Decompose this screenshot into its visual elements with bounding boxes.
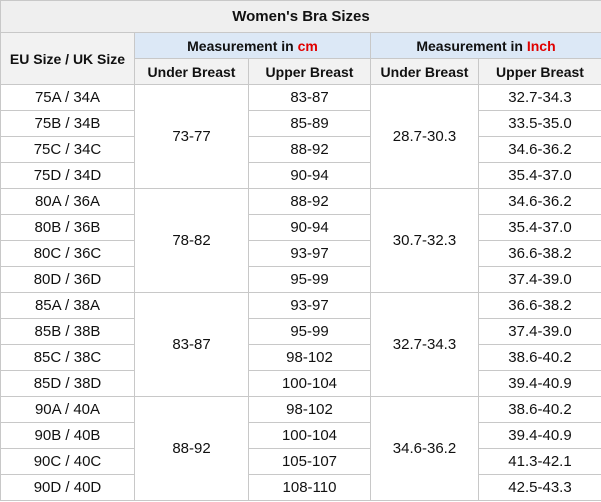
size-row: 80B / 36B 90-94 35.4-37.0 bbox=[0, 214, 601, 241]
upper-inch-cell: 34.6-36.2 bbox=[478, 188, 601, 215]
upper-cm-cell: 83-87 bbox=[248, 84, 371, 111]
size-cell: 75A / 34A bbox=[0, 84, 135, 111]
size-cell: 85A / 38A bbox=[0, 292, 135, 319]
size-row: 85D / 38D 100-104 39.4-40.9 bbox=[0, 370, 601, 397]
upper-cm-cell: 93-97 bbox=[248, 292, 371, 319]
size-row: 85C / 38C 98-102 38.6-40.2 bbox=[0, 344, 601, 371]
size-row: 90B / 40B 100-104 39.4-40.9 bbox=[0, 422, 601, 449]
size-row: 75A / 34A 73-77 83-87 28.7-30.3 32.7-34.3 bbox=[0, 84, 601, 189]
upper-inch-cell: 41.3-42.1 bbox=[478, 448, 601, 475]
upper-cm-cell: 85-89 bbox=[248, 110, 371, 137]
size-row: 75B / 34B 85-89 33.5-35.0 bbox=[0, 110, 601, 137]
upper-cm-cell: 88-92 bbox=[248, 136, 371, 163]
header-unit: Inch bbox=[526, 37, 556, 54]
size-row: 80C / 36C 93-97 36.6-38.2 bbox=[0, 240, 601, 267]
size-cell: 90D / 40D bbox=[0, 474, 135, 501]
upper-inch-cell: 37.4-39.0 bbox=[478, 266, 601, 293]
upper-inch-cell: 34.6-36.2 bbox=[478, 136, 601, 163]
size-cell: 75B / 34B bbox=[0, 110, 135, 137]
upper-inch-cell: 35.4-37.0 bbox=[478, 162, 601, 189]
size-cell: 75D / 34D bbox=[0, 162, 135, 189]
upper-cm-cell: 95-99 bbox=[248, 318, 371, 345]
size-cell: 75C / 34C bbox=[0, 136, 135, 163]
subheader-row: Under Breast Upper Breast Under Breast U… bbox=[1, 58, 601, 85]
under-cm-cell: 78-82 bbox=[134, 188, 249, 293]
under-inch-cell: 34.6-36.2 bbox=[370, 396, 479, 501]
header-unit: cm bbox=[297, 37, 318, 54]
upper-inch-cell: 36.6-38.2 bbox=[478, 240, 601, 267]
upper-inch-cell: 32.7-34.3 bbox=[478, 84, 601, 111]
size-row: 85A / 38A 83-87 93-97 32.7-34.3 36.6-38.2 bbox=[0, 292, 601, 397]
size-cell: 80D / 36D bbox=[0, 266, 135, 293]
upper-cm-cell: 88-92 bbox=[248, 188, 371, 215]
table-title: Women's Bra Sizes bbox=[0, 0, 601, 33]
under-inch-cell: 28.7-30.3 bbox=[370, 84, 479, 189]
upper-inch-cell: 42.5-43.3 bbox=[478, 474, 601, 501]
size-row: 85B / 38B 95-99 37.4-39.0 bbox=[0, 318, 601, 345]
upper-cm-cell: 98-102 bbox=[248, 344, 371, 371]
size-cell: 80A / 36A bbox=[0, 188, 135, 215]
upper-inch-cell: 37.4-39.0 bbox=[478, 318, 601, 345]
size-row: 80D / 36D 95-99 37.4-39.0 bbox=[0, 266, 601, 293]
upper-cm-cell: 98-102 bbox=[248, 396, 371, 423]
under-inch-cell: 30.7-32.3 bbox=[370, 188, 479, 293]
upper-inch-cell: 35.4-37.0 bbox=[478, 214, 601, 241]
upper-inch-cell: 39.4-40.9 bbox=[478, 370, 601, 397]
size-row: 90D / 40D 108-110 42.5-43.3 bbox=[0, 474, 601, 501]
size-cell: 90A / 40A bbox=[0, 396, 135, 423]
cm-header: Measurement in cm bbox=[134, 32, 371, 59]
size-cell: 80B / 36B bbox=[0, 214, 135, 241]
header-row: EU Size / UK Size Measurement in cm Meas… bbox=[0, 32, 601, 85]
table-body: 75A / 34A 73-77 83-87 28.7-30.3 32.7-34.3 75B… bbox=[0, 84, 601, 501]
upper-inch-cell: 39.4-40.9 bbox=[478, 422, 601, 449]
size-cell: 85B / 38B bbox=[0, 318, 135, 345]
upper-inch-cell: 36.6-38.2 bbox=[478, 292, 601, 319]
under-inch-cell: 32.7-34.3 bbox=[370, 292, 479, 397]
size-cell: 90C / 40C bbox=[0, 448, 135, 475]
upper-cm-cell: 100-104 bbox=[248, 422, 371, 449]
upper-cm-cell: 100-104 bbox=[248, 370, 371, 397]
upper-cm-cell: 90-94 bbox=[248, 162, 371, 189]
upper-cm-cell: 95-99 bbox=[248, 266, 371, 293]
size-cell: 85C / 38C bbox=[0, 344, 135, 371]
size-row: 75C / 34C 88-92 34.6-36.2 bbox=[0, 136, 601, 163]
size-row: 80A / 36A 78-82 88-92 30.7-32.3 34.6-36.2 bbox=[0, 188, 601, 293]
upper-cm-cell: 108-110 bbox=[248, 474, 371, 501]
subheader: Upper Breast bbox=[478, 58, 601, 85]
under-cm-cell: 73-77 bbox=[134, 84, 249, 189]
upper-inch-cell: 33.5-35.0 bbox=[478, 110, 601, 137]
size-row: 75D / 34D 90-94 35.4-37.0 bbox=[0, 162, 601, 189]
size-row: 90C / 40C 105-107 41.3-42.1 bbox=[0, 448, 601, 475]
size-header: EU Size / UK Size bbox=[0, 32, 135, 85]
upper-inch-cell: 38.6-40.2 bbox=[478, 396, 601, 423]
title-row: Women's Bra Sizes bbox=[0, 0, 601, 33]
header-prefix: Measurement in bbox=[187, 37, 298, 54]
subheader: Under Breast bbox=[370, 58, 479, 85]
size-cell: 80C / 36C bbox=[0, 240, 135, 267]
subheader: Under Breast bbox=[134, 58, 249, 85]
upper-cm-cell: 93-97 bbox=[248, 240, 371, 267]
subheader: Upper Breast bbox=[248, 58, 371, 85]
inch-header: Measurement in Inch bbox=[370, 32, 601, 59]
size-cell: 90B / 40B bbox=[0, 422, 135, 449]
under-cm-cell: 83-87 bbox=[134, 292, 249, 397]
upper-cm-cell: 105-107 bbox=[248, 448, 371, 475]
header-prefix: Measurement in bbox=[416, 37, 527, 54]
size-row: 90A / 40A 88-92 98-102 34.6-36.2 38.6-40.2 bbox=[0, 396, 601, 501]
under-cm-cell: 88-92 bbox=[134, 396, 249, 501]
size-cell: 85D / 38D bbox=[0, 370, 135, 397]
upper-inch-cell: 38.6-40.2 bbox=[478, 344, 601, 371]
upper-cm-cell: 90-94 bbox=[248, 214, 371, 241]
